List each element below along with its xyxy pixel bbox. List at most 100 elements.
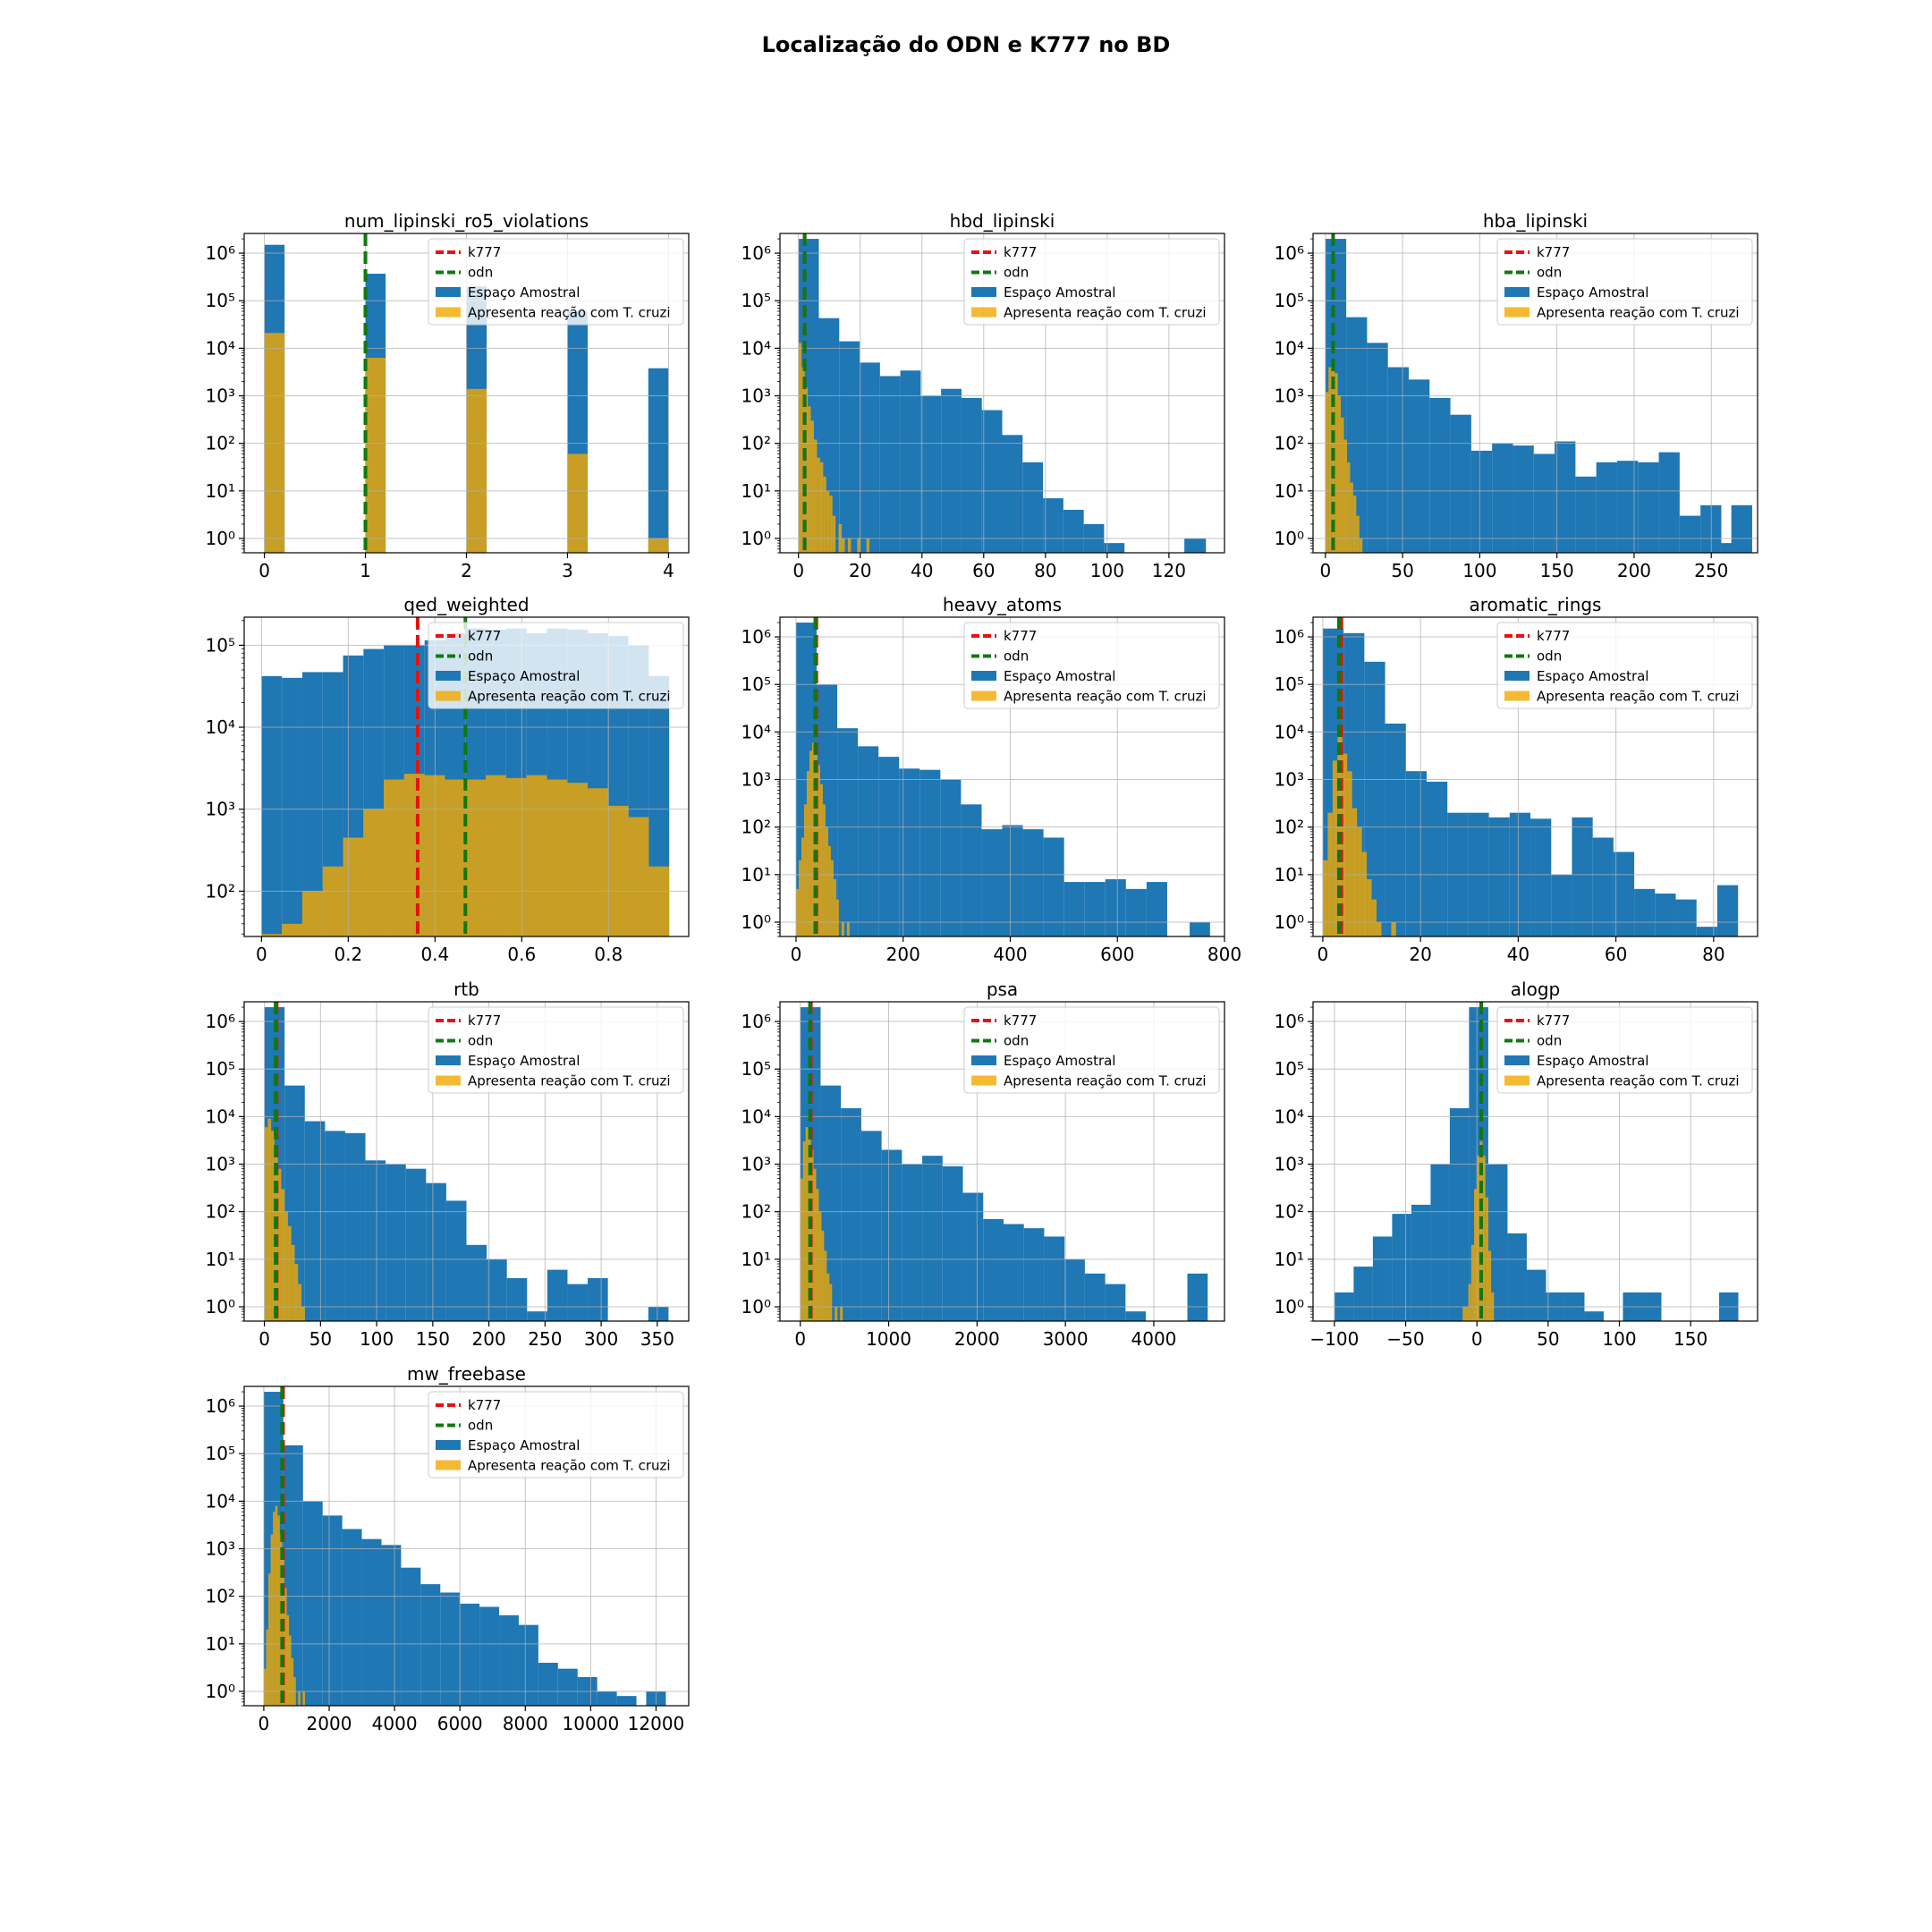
subplot-title: aromatic_rings [1470,594,1602,615]
y-tick-label: 10¹ [741,1249,771,1270]
legend-label: Apresenta reação com T. cruzi [1004,305,1207,321]
y-tick-label: 10² [1275,433,1304,454]
subplot-rtb: 0 50 100 150 200 250 300 350 10⁰ 10¹ 10² 10³ 10⁴ 10⁵ 1… [206,979,690,1350]
bar-espaco-amostral [1146,882,1167,936]
plot-frame [779,616,1225,937]
y-tick-label: 10⁰ [206,528,235,549]
y-tick-label: 10² [741,1201,771,1223]
bar-tcruzi [384,779,404,936]
legend-swatch-patch [971,1055,996,1065]
bar-tcruzi [1367,878,1372,936]
bar-tcruzi [795,888,799,936]
x-tick-label: 4000 [372,1713,418,1734]
y-tick-label: 10⁰ [206,1296,235,1318]
bar-espaco-amostral [1492,443,1513,553]
y-tick-label: 10³ [1275,769,1304,791]
bar-tcruzi [648,866,670,936]
legend-label: odn [468,1418,493,1434]
bar-tcruzi [829,495,833,553]
plot-frame [243,1385,690,1707]
legend-label: k777 [1537,244,1570,260]
bar-espaco-amostral [1084,1273,1106,1321]
bar-tcruzi [1391,921,1396,936]
bar-tcruzi [832,515,836,553]
bar-espaco-amostral [479,1606,500,1706]
legend-swatch-patch [1504,287,1530,297]
x-tick-label: 3 [562,560,573,581]
bar-tcruzi [798,343,802,553]
bar-tcruzi [1487,1250,1492,1321]
y-tick-label: 10⁴ [1275,337,1304,359]
legend: k777 odn Espaço Amostral Apresenta reação c… [963,1006,1220,1094]
y-tick-label: 10⁰ [1275,1296,1304,1318]
subplot-title: qed_weighted [403,594,529,615]
legend-label: Espaço Amostral [468,668,580,684]
x-tick-label: 4 [663,560,674,581]
legend: k777 odn Espaço Amostral Apresenta reação c… [428,1006,684,1094]
legend: k777 odn Espaço Amostral Apresenta reação c… [428,622,684,709]
x-tick-label: 0 [794,1328,806,1350]
bar-espaco-amostral [860,1131,882,1321]
figure-title: Localização do ODN e K777 no BD [761,32,1171,57]
y-tick-label: 10⁶ [741,1011,771,1032]
y-tick-label: 10³ [206,386,235,407]
bar-tcruzi [809,750,812,936]
bar-espaco-amostral [405,1168,427,1321]
bar-espaco-amostral [1364,661,1385,936]
bar-tcruzi [607,805,629,936]
y-tick-label: 10⁴ [741,337,771,359]
bar-espaco-amostral [1043,837,1064,936]
subplot-mw_freebase: 0 2000 4000 6000 8000 10000 12000 10⁰ 10¹ 10² 10³ 1… [206,1363,690,1734]
legend-label: Apresenta reação com T. cruzi [1537,1073,1740,1089]
bar-espaco-amostral [1430,1164,1450,1321]
x-tick-label: 80 [1702,944,1724,965]
bar-espaco-amostral [1408,379,1430,553]
x-tick-label: 1000 [866,1328,911,1350]
bar-tcruzi [1377,921,1382,936]
x-tick-label: 100 [1462,560,1496,581]
legend-box [963,622,1220,709]
bar-espaco-amostral [983,1218,1004,1321]
bar-tcruzi [1482,1156,1486,1321]
bar-tcruzi [505,777,527,936]
x-tick-label: 0 [258,1713,270,1734]
legend: k777 odn Espaço Amostral Apresenta reação c… [428,1391,684,1479]
y-tick-label: 10¹ [206,1633,235,1655]
y-tick-label: 10⁰ [741,528,771,549]
bar-tcruzi [835,1306,838,1321]
bar-espaco-amostral [648,368,669,553]
bar-tcruzi [1328,367,1332,553]
bar-espaco-amostral [342,1529,362,1706]
bar-espaco-amostral [420,1584,441,1706]
legend: k777 odn Espaço Amostral Apresenta reação c… [1496,238,1753,326]
bar-tcruzi [847,538,852,553]
subplot-hba_lipinski: 0 50 100 150 200 250 10⁰ 10¹ 10² 10³ 10⁴ 10⁵ 10⁶ hba_… [1275,210,1758,581]
y-tick-label: 10⁵ [741,290,771,311]
subplot-title: hbd_lipinski [950,210,1055,232]
y-tick-label: 10⁴ [206,716,235,738]
x-tick-label: 0 [792,560,804,581]
legend-label: odn [1537,1033,1562,1049]
bar-tcruzi [1337,395,1342,553]
x-tick-label: 100 [1090,560,1124,581]
bar-espaco-amostral [1592,837,1614,936]
y-tick-label: 10⁰ [741,1296,771,1318]
bar-espaco-amostral [361,1538,382,1706]
bar-tcruzi [800,1178,803,1321]
x-tick-label: 50 [309,1328,332,1350]
bar-espaco-amostral [1551,874,1572,936]
legend-label: Apresenta reação com T. cruzi [1004,689,1207,705]
bar-tcruzi [588,788,608,936]
bar-tcruzi [824,1250,827,1321]
legend-label: Espaço Amostral [1004,284,1115,301]
bar-tcruzi [819,784,823,936]
legend-label: k777 [468,244,501,260]
bar-tcruzi [282,1559,284,1706]
x-tick-label: 0.8 [594,944,623,965]
bar-espaco-amostral [1002,435,1023,553]
x-tick-label: 0 [258,1328,270,1350]
bar-tcruzi [271,1131,275,1321]
bar-espaco-amostral [1023,1228,1045,1321]
bar-espaco-amostral [1638,462,1659,553]
bars [1334,1007,1739,1321]
